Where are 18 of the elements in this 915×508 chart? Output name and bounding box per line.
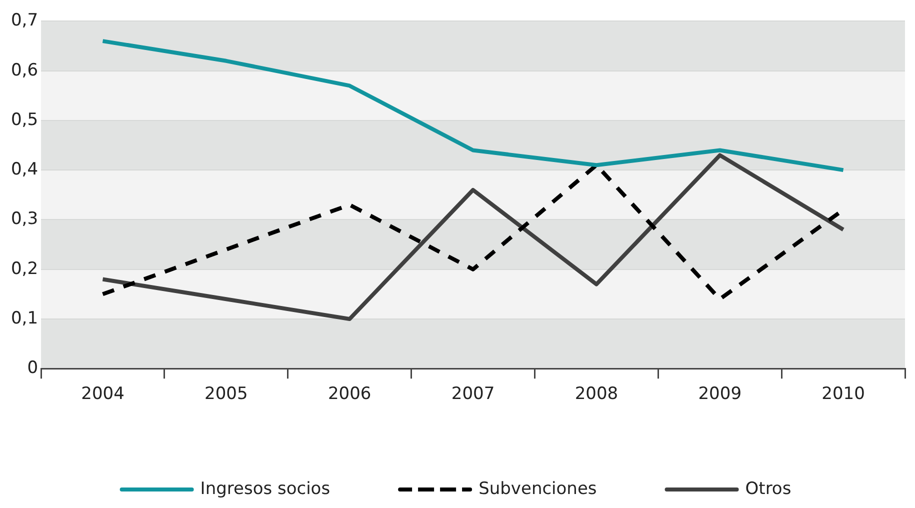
y-tick-label: 0,4 xyxy=(10,160,38,180)
x-tick-label: 2006 xyxy=(328,384,372,404)
y-tick-label: 0,6 xyxy=(10,60,38,80)
legend-label: Ingresos socios xyxy=(200,478,330,499)
y-tick-label: 0,1 xyxy=(10,308,38,328)
x-tick-label: 2005 xyxy=(204,384,248,404)
y-tick-label: 0,7 xyxy=(10,10,38,31)
x-tick-label: 2004 xyxy=(81,384,124,404)
legend-label: Otros xyxy=(745,478,792,499)
x-tick-label: 2010 xyxy=(822,384,865,404)
x-tick-label: 2009 xyxy=(698,384,742,404)
y-tick-label: 0,3 xyxy=(10,209,38,230)
legend-label: Subvenciones xyxy=(478,478,597,499)
x-tick-label: 2007 xyxy=(451,384,495,404)
x-tick-label: 2008 xyxy=(574,384,618,404)
y-tick-label: 0 xyxy=(27,358,38,378)
y-tick-label: 0,2 xyxy=(10,258,38,279)
y-tick-label: 0,5 xyxy=(10,110,38,130)
